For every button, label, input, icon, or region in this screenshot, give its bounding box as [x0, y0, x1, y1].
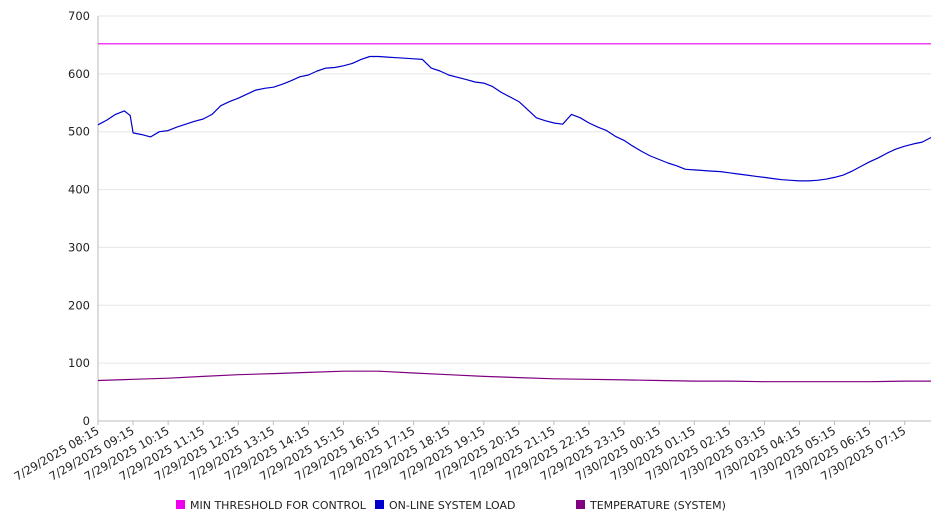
legend-label: TEMPERATURE (SYSTEM) — [589, 499, 726, 512]
legend-label: MIN THRESHOLD FOR CONTROL — [190, 499, 367, 512]
legend-swatch — [375, 500, 384, 509]
series-line-1 — [97, 55, 932, 182]
y-tick-label: 500 — [68, 125, 90, 139]
legend: MIN THRESHOLD FOR CONTROL ON-LINE SYSTEM … — [176, 499, 726, 512]
y-tick-label: 300 — [68, 240, 90, 254]
legend-label: ON-LINE SYSTEM LOAD — [389, 499, 515, 512]
legend-swatch — [576, 500, 585, 509]
x-axis: 7/29/2025 08:157/29/2025 09:157/29/2025 … — [12, 420, 931, 483]
y-tick-label: 400 — [68, 183, 90, 197]
y-tick-label: 200 — [68, 298, 90, 312]
y-tick-label: 0 — [83, 414, 90, 428]
y-tick-label: 700 — [68, 9, 90, 23]
legend-swatch — [176, 500, 185, 509]
grid-lines — [98, 15, 931, 422]
series-lines — [97, 43, 932, 383]
y-tick-label: 100 — [68, 356, 90, 370]
y-tick-label: 600 — [68, 67, 90, 81]
series-line-2 — [97, 370, 931, 383]
y-axis: 0 100 200 300 400 500 600 700 — [68, 9, 99, 428]
